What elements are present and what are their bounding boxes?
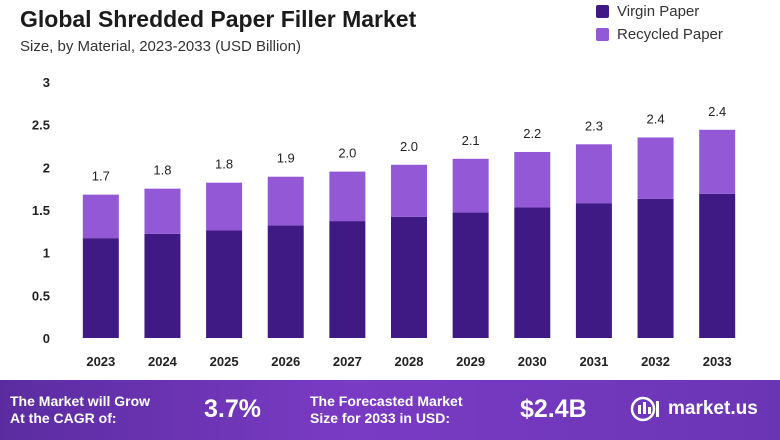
footer-banner: The Market will Grow At the CAGR of: 3.7… [0, 380, 780, 440]
bar-total-label: 2.0 [400, 139, 418, 154]
bar-virgin-2028 [391, 216, 427, 338]
y-tick-label: 3 [43, 75, 50, 90]
bar-recycled-2024 [144, 188, 181, 234]
bar-virgin-2029 [452, 212, 489, 338]
legend-label-virgin: Virgin Paper [617, 3, 700, 20]
x-tick-label: 2032 [641, 354, 670, 369]
x-tick-label: 2024 [148, 354, 178, 369]
y-tick-label: 2.5 [32, 118, 50, 133]
brand[interactable]: market.us [630, 396, 758, 422]
x-tick-label: 2031 [579, 354, 608, 369]
bar-recycled-2030 [514, 151, 551, 208]
legend-swatch-virgin [596, 5, 609, 18]
x-tick-label: 2030 [518, 354, 547, 369]
bar-total-label: 2.4 [708, 104, 726, 119]
bar-recycled-2023 [82, 194, 119, 239]
y-tick-label: 1 [43, 246, 50, 261]
x-tick-label: 2029 [456, 354, 485, 369]
bar-total-label: 2.3 [585, 118, 603, 133]
cagr-caption-line1: The Market will Grow [10, 393, 151, 409]
legend-label-recycled: Recycled Paper [617, 26, 723, 43]
x-tick-label: 2026 [271, 354, 300, 369]
bar-virgin-2031 [575, 203, 612, 338]
bar-total-label: 2.1 [462, 133, 480, 148]
bar-recycled-2031 [575, 144, 612, 204]
cagr-value: 3.7% [204, 395, 261, 423]
forecast-caption-line1: The Forecasted Market [310, 393, 463, 409]
market-us-logo-icon [630, 396, 659, 422]
bar-virgin-2033 [699, 193, 736, 338]
bar-chart: 0 0.5 1 1.5 2 2.5 3 1.7 2023 1.8 2024 1.8 2025 1.9 202… [32, 75, 736, 369]
legend-swatch-recycled [596, 28, 609, 41]
x-tick-label: 2027 [333, 354, 362, 369]
bar-recycled-2032 [637, 137, 674, 199]
cagr-caption: The Market will Grow At the CAGR of: [10, 393, 150, 427]
y-tick-label: 0.5 [32, 288, 50, 303]
bar-recycled-2029 [452, 158, 489, 213]
bar-total-label: 2.4 [647, 111, 665, 126]
bar-total-label: 1.8 [153, 163, 171, 178]
bar-total-label: 2.0 [338, 146, 356, 161]
cagr-caption-line2: At the CAGR of: [10, 410, 117, 426]
bar-virgin-2025 [206, 230, 243, 338]
chart-title: Global Shredded Paper Filler Market [20, 6, 417, 32]
chart-subtitle: Size, by Material, 2023-2033 (USD Billio… [20, 38, 301, 55]
legend-item-virgin: Virgin Paper [596, 0, 723, 23]
forecast-caption: The Forecasted Market Size for 2033 in U… [310, 393, 463, 427]
bar-virgin-2030 [514, 207, 551, 338]
legend-item-recycled: Recycled Paper [596, 23, 723, 46]
bar-recycled-2026 [267, 176, 304, 226]
x-tick-label: 2023 [86, 354, 115, 369]
x-tick-label: 2033 [703, 354, 732, 369]
bar-total-label: 1.9 [277, 151, 295, 166]
x-tick-label: 2025 [210, 354, 239, 369]
bar-recycled-2033 [699, 129, 736, 194]
bar-total-label: 2.2 [523, 126, 541, 141]
bar-recycled-2025 [206, 182, 243, 231]
legend: Virgin Paper Recycled Paper [596, 0, 723, 46]
bar-total-label: 1.7 [92, 169, 110, 184]
y-tick-label: 2 [43, 160, 50, 175]
bar-recycled-2028 [391, 164, 427, 217]
bar-virgin-2024 [144, 233, 181, 338]
bar-virgin-2023 [82, 238, 119, 338]
bar-virgin-2026 [267, 225, 304, 338]
bar-total-label: 1.8 [215, 157, 233, 172]
forecast-value: $2.4B [520, 395, 587, 423]
brand-name: market.us [668, 398, 758, 419]
bar-virgin-2032 [637, 198, 674, 338]
y-tick-label: 0 [43, 331, 50, 346]
bar-virgin-2027 [329, 221, 366, 338]
y-tick-label: 1.5 [32, 203, 50, 218]
bar-recycled-2027 [329, 171, 366, 222]
forecast-caption-line2: Size for 2033 in USD: [310, 410, 451, 426]
x-tick-label: 2028 [395, 354, 424, 369]
